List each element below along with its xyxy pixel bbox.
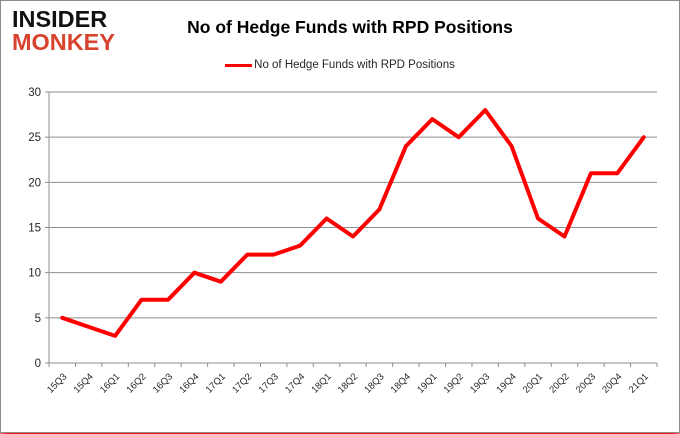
x-tick-label: 20Q2	[547, 371, 571, 395]
x-tick-label: 15Q4	[72, 371, 96, 395]
logo-word-monkey: MONKEY	[12, 28, 115, 55]
x-tick-label: 18Q3	[362, 371, 386, 395]
x-tick-label: 17Q2	[230, 371, 254, 395]
x-tick-label: 17Q4	[283, 371, 307, 395]
y-tick-label: 20	[28, 177, 41, 189]
x-tick-label: 19Q2	[442, 371, 466, 395]
x-tick-label: 16Q2	[124, 371, 148, 395]
x-tick-label: 20Q3	[574, 371, 598, 395]
x-tick-label: 16Q4	[177, 371, 201, 395]
x-tick-label: 17Q3	[257, 371, 281, 395]
x-tick-label: 16Q3	[151, 371, 175, 395]
y-tick-label: 0	[35, 358, 41, 370]
x-tick-label: 19Q3	[468, 371, 492, 395]
y-tick-label: 10	[28, 268, 41, 280]
x-tick-label: 19Q4	[495, 371, 519, 395]
x-tick-label: 20Q4	[600, 371, 624, 395]
y-tick-label: 15	[28, 223, 41, 235]
chart-legend: No of Hedge Funds with RPD Positions	[1, 59, 679, 71]
x-tick-label: 18Q1	[309, 371, 333, 395]
x-tick-label: 18Q2	[336, 371, 360, 395]
data-line	[60, 108, 646, 338]
x-tick-label: 19Q1	[415, 371, 439, 395]
x-tick-label: 20Q1	[521, 371, 545, 395]
x-tick-label: 21Q1	[627, 371, 651, 395]
x-tick-label: 16Q1	[98, 371, 122, 395]
insider-monkey-logo: INSIDER MONKEY	[12, 6, 115, 55]
x-tick-label: 15Q3	[45, 371, 69, 395]
x-tick-label: 18Q4	[389, 371, 413, 395]
legend-label: No of Hedge Funds with RPD Positions	[254, 59, 455, 71]
x-tick-label: 17Q1	[204, 371, 228, 395]
y-tick-label: 30	[28, 87, 41, 99]
y-tick-label: 25	[28, 132, 41, 144]
logo-word-insider: INSIDER	[12, 6, 108, 32]
y-tick-label: 5	[35, 313, 41, 325]
page-title: No of Hedge Funds with RPD Positions	[187, 17, 513, 37]
legend-line-swatch	[225, 63, 253, 67]
